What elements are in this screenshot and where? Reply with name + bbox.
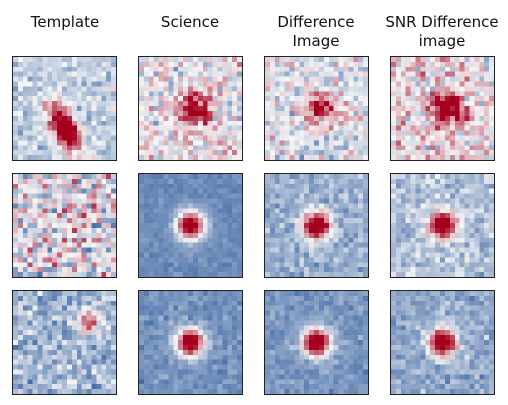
- stamp-pixels: [265, 174, 368, 277]
- stamp-r2-c1: [12, 173, 117, 278]
- stamp-pixels: [13, 291, 116, 394]
- stamp-r3-c1: [12, 290, 117, 395]
- stamp-r2-c2: [138, 173, 243, 278]
- stamp-pixels: [265, 57, 368, 160]
- stamp-pixels: [13, 57, 116, 160]
- stamp-r1-c3: [264, 56, 369, 161]
- stamp-pixels: [139, 57, 242, 160]
- stamp-pixels: [265, 291, 368, 394]
- stamp-r1-c4: [390, 56, 495, 161]
- column-title-science: Science: [160, 13, 220, 31]
- stamp-pixels: [13, 174, 116, 277]
- stamp-pixels: [391, 57, 494, 160]
- stamp-r3-c2: [138, 290, 243, 395]
- stamp-pixels: [391, 174, 494, 277]
- stamp-pixels: [391, 291, 494, 394]
- column-title-template: Template: [30, 13, 100, 31]
- stamp-r2-c4: [390, 173, 495, 278]
- stamp-r1-c2: [138, 56, 243, 161]
- stamp-r1-c1: [12, 56, 117, 161]
- stamp-pixels: [139, 174, 242, 277]
- stamp-pixels: [139, 291, 242, 394]
- stamp-r2-c3: [264, 173, 369, 278]
- column-title-snr-difference-image: SNR Difference image: [385, 13, 499, 50]
- stamp-r3-c4: [390, 290, 495, 395]
- column-title-difference-image: Difference Image: [277, 13, 355, 50]
- stamp-r3-c3: [264, 290, 369, 395]
